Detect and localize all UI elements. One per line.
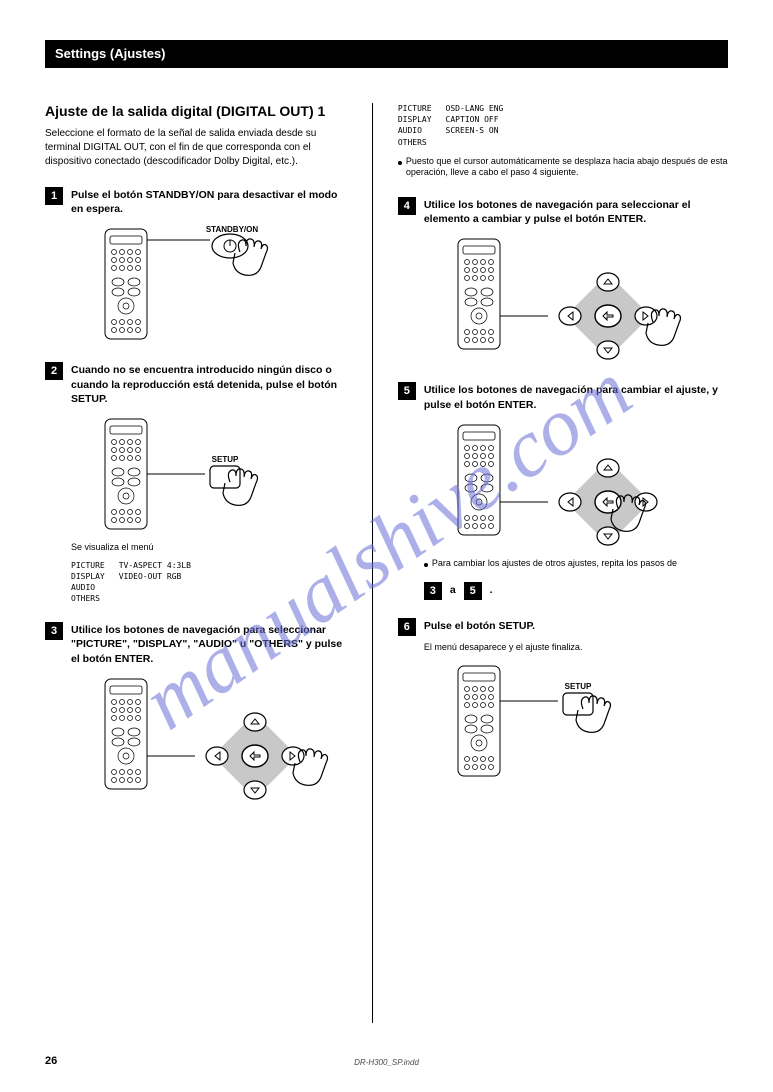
menu-display: PICTURE DISPLAY AUDIO OTHERS TV-ASPECT 4… <box>71 560 352 605</box>
illustration-nav-5 <box>448 420 728 550</box>
footer: DR-H300_SP.indd <box>354 1058 419 1067</box>
step-3: 3 Utilice los botones de navegación para… <box>45 622 352 666</box>
illustration-nav <box>95 674 352 804</box>
illustration-setup-6: SETUP <box>448 661 728 781</box>
menu-item: AUDIO <box>398 125 432 136</box>
repeat-to: a <box>450 584 456 598</box>
menu-item: AUDIO <box>71 582 105 593</box>
right-column: PICTURE DISPLAY AUDIO OTHERS OSD-LANG EN… <box>373 103 728 1023</box>
menu-item: PICTURE <box>71 560 105 571</box>
menu-item: PICTURE <box>398 103 432 114</box>
menu-item: OTHERS <box>71 593 105 604</box>
page-number: 26 <box>45 1055 57 1067</box>
repeat-dot: . <box>490 584 493 598</box>
menu-value: SCREEN-S ON <box>446 125 504 136</box>
content-columns: Ajuste de la salida digital (DIGITAL OUT… <box>45 103 728 1023</box>
step-text: Utilice los botones de navegación para s… <box>424 197 728 226</box>
bullet-icon <box>398 161 402 165</box>
step-text: Pulse el botón SETUP. <box>424 618 535 633</box>
menu-display-right: PICTURE DISPLAY AUDIO OTHERS OSD-LANG EN… <box>398 103 728 148</box>
menu-value: TV-ASPECT 4:3LB <box>119 560 191 571</box>
step-text: Cuando no se encuentra introducido ningú… <box>71 362 352 406</box>
repeat-steps: 3 a 5 . <box>424 582 728 600</box>
step-text: Utilice los botones de navegación para c… <box>424 382 728 411</box>
section-title: Ajuste de la salida digital (DIGITAL OUT… <box>45 103 352 119</box>
svg-text:STANDBY/ON: STANDBY/ON <box>206 225 259 234</box>
step-6: 6 Pulse el botón SETUP. <box>398 618 728 636</box>
illustration-nav-4 <box>448 234 728 364</box>
step-number: 5 <box>398 382 416 400</box>
step-ref: 5 <box>464 582 482 600</box>
step-5: 5 Utilice los botones de navegación para… <box>398 382 728 411</box>
step2-sub: Se visualiza el menú <box>71 542 352 554</box>
illustration-setup: SETUP <box>95 414 352 534</box>
step-number: 2 <box>45 362 63 380</box>
menu-value: OSD-LANG ENG <box>446 103 504 114</box>
note-text: Puesto que el cursor automáticamente se … <box>406 156 728 179</box>
menu-value: VIDEO-OUT RGB <box>119 571 191 582</box>
left-column: Ajuste de la salida digital (DIGITAL OUT… <box>45 103 373 1023</box>
svg-text:SETUP: SETUP <box>564 682 591 691</box>
step-ref: 3 <box>424 582 442 600</box>
step-number: 4 <box>398 197 416 215</box>
step-text: Pulse el botón STANDBY/ON para desactiva… <box>71 187 352 216</box>
bullet-text: Para cambiar los ajustes de otros ajuste… <box>432 558 677 570</box>
step-4: 4 Utilice los botones de navegación para… <box>398 197 728 226</box>
step-number: 3 <box>45 622 63 640</box>
menu-item: OTHERS <box>398 137 432 148</box>
step-1: 1 Pulse el botón STANDBY/ON para desacti… <box>45 187 352 216</box>
bullet-icon <box>424 563 428 567</box>
step-2: 2 Cuando no se encuentra introducido nin… <box>45 362 352 406</box>
step6-sub: El menú desaparece y el ajuste finaliza. <box>424 642 728 654</box>
step-number: 1 <box>45 187 63 205</box>
step-text: Utilice los botones de navegación para s… <box>71 622 352 666</box>
step-number: 6 <box>398 618 416 636</box>
menu-item: DISPLAY <box>71 571 105 582</box>
menu-item: DISPLAY <box>398 114 432 125</box>
svg-text:SETUP: SETUP <box>212 455 239 464</box>
illustration-standby: STANDBY/ON <box>95 224 352 344</box>
header-bar: Settings (Ajustes) <box>45 40 728 68</box>
intro-text: Seleccione el formato de la señal de sal… <box>45 127 352 169</box>
menu-value: CAPTION OFF <box>446 114 504 125</box>
